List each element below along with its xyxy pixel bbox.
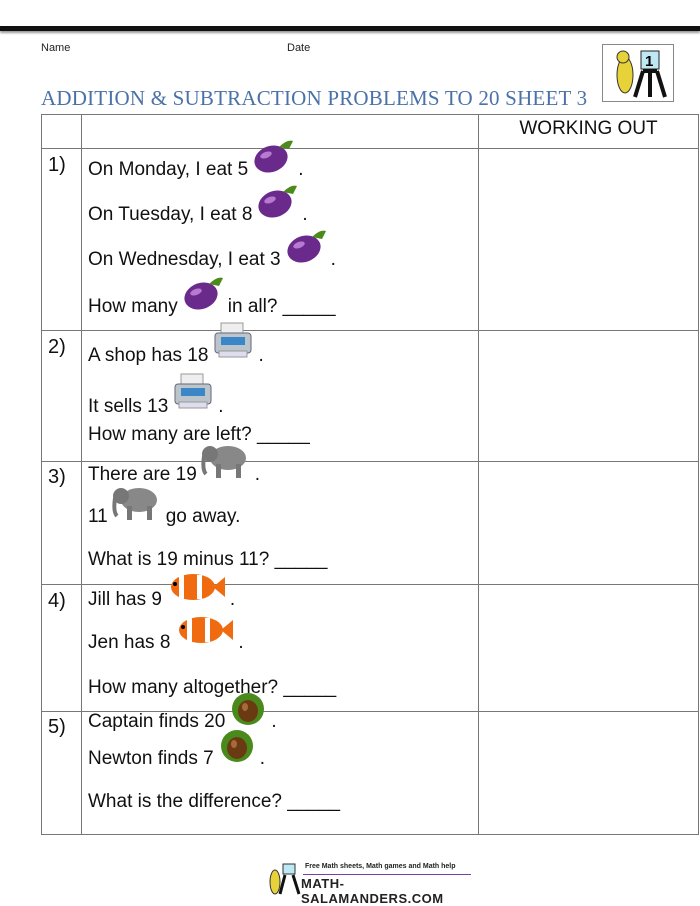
row-divider (41, 330, 699, 331)
line-text: . (229, 589, 236, 610)
problem-line: What is the difference? _____ (88, 773, 340, 813)
printer-icon (208, 321, 258, 367)
problem-line: Jill has 9. (88, 571, 235, 611)
problem-number: 3) (48, 466, 66, 488)
line-text: . (238, 632, 244, 653)
column-divider (478, 114, 479, 835)
line-text: Newton finds 7 (88, 748, 214, 769)
line-text: . (330, 249, 336, 270)
clownfish-icon (162, 569, 230, 611)
line-text: It sells 13 (88, 396, 169, 417)
line-text: . (254, 464, 261, 485)
line-text: 11 (88, 506, 108, 527)
problem-line: A shop has 18. (88, 322, 264, 367)
row-divider (41, 461, 699, 462)
line-text: How many altogether? _____ (88, 677, 337, 698)
line-text: On Tuesday, I eat 8 (88, 204, 253, 225)
line-text: . (302, 204, 308, 225)
eggplant-icon (281, 225, 331, 271)
line-text: How many are left? _____ (88, 424, 310, 445)
problem-line: It sells 13. (88, 373, 224, 418)
problem-line: On Wednesday, I eat 3. (88, 230, 336, 271)
problem-line: Captain finds 20. (88, 693, 277, 733)
problem-line: How many altogether? _____ (88, 659, 336, 699)
problem-line: How many are left? _____ (88, 406, 310, 446)
line-text: A shop has 18 (88, 345, 209, 366)
eggplant-icon (178, 272, 228, 318)
problem-line: How many in all? _____ (88, 277, 336, 318)
line-text: in all? _____ (227, 296, 336, 317)
clownfish-icon (170, 612, 238, 654)
problem-number: 4) (48, 590, 66, 612)
name-label: Name (41, 42, 71, 54)
eggplant-icon (252, 180, 302, 226)
line-text: Jill has 9 (88, 589, 162, 610)
line-text: How many (88, 296, 178, 317)
line-text: Captain finds 20 (88, 711, 226, 732)
line-text: On Monday, I eat 5 (88, 159, 249, 180)
problem-line: Newton finds 7. (88, 730, 265, 770)
footer-tagline: Free Math sheets, Math games and Math he… (305, 863, 456, 870)
line-text: . (258, 345, 264, 366)
svg-text:1: 1 (645, 53, 653, 70)
problem-line: 11 go away. (88, 488, 240, 528)
line-text: . (259, 748, 265, 769)
problem-line: On Tuesday, I eat 8. (88, 185, 308, 226)
problems-table (41, 114, 699, 835)
working-out-header: WORKING OUT (519, 118, 658, 139)
line-text: There are 19 (88, 464, 197, 485)
line-text: Jen has 8 (88, 632, 171, 653)
problem-line: There are 19. (88, 446, 260, 486)
top-rule (0, 26, 700, 31)
problem-number: 2) (48, 336, 66, 358)
printer-icon (168, 372, 218, 418)
line-text: . (271, 711, 277, 732)
elephant-icon (108, 482, 166, 528)
row-divider (41, 711, 699, 712)
line-text: What is the difference? _____ (88, 791, 341, 812)
row-divider (41, 148, 699, 149)
date-label: Date (287, 42, 311, 54)
line-text: . (218, 396, 224, 417)
problem-number: 5) (48, 716, 66, 738)
problem-number: 1) (48, 154, 66, 176)
chestnut-icon (225, 691, 271, 733)
elephant-icon (197, 440, 255, 486)
problem-line: What is 19 minus 11? _____ (88, 531, 327, 571)
problem-line: Jen has 8. (88, 614, 244, 654)
line-text: go away. (165, 506, 241, 527)
footer-site: MATH-SALAMANDERS.COM (301, 876, 444, 906)
page-title: ADDITION & SUBTRACTION PROBLEMS TO 20 SH… (41, 86, 588, 110)
eggplant-icon (248, 135, 298, 181)
footer-logo: Free Math sheets, Math games and Math he… (265, 862, 475, 906)
chestnut-icon (214, 728, 260, 770)
footer-rule (303, 874, 471, 875)
line-text: What is 19 minus 11? _____ (88, 549, 328, 570)
row-divider (41, 584, 699, 585)
line-text: On Wednesday, I eat 3 (88, 249, 281, 270)
salamander-logo: 1 (602, 44, 674, 102)
problem-line: On Monday, I eat 5. (88, 140, 304, 181)
column-divider (81, 114, 82, 835)
line-text: . (298, 159, 304, 180)
